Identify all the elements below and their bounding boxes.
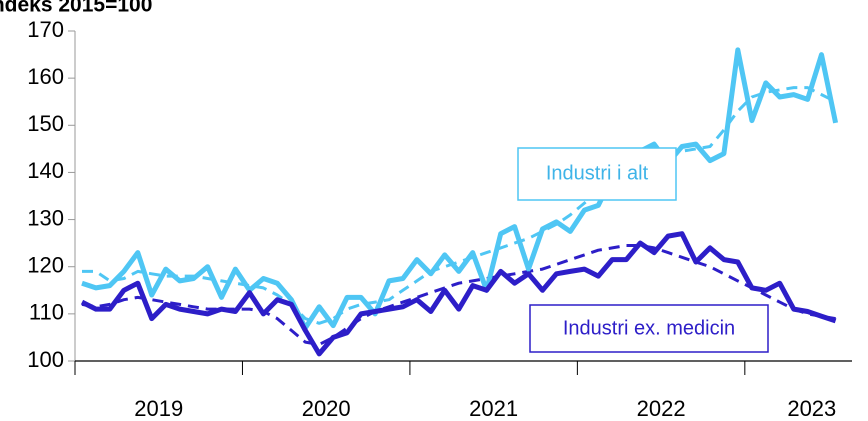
y-axis-label: Indeks 2015=100 xyxy=(0,0,152,17)
series-label: Industri i alt xyxy=(546,162,649,184)
y-tick-label: 130 xyxy=(27,205,64,230)
trend-line xyxy=(81,244,836,346)
y-tick-label: 150 xyxy=(27,111,64,136)
x-tick-label: 2021 xyxy=(469,396,518,421)
series-line xyxy=(81,47,839,331)
trend-line xyxy=(82,86,837,325)
label-box xyxy=(517,147,677,201)
x-tick-label: 2022 xyxy=(637,396,686,421)
y-tick-label: 100 xyxy=(27,347,64,372)
x-tick-label: 2020 xyxy=(302,396,351,421)
x-tick-label: 2023 xyxy=(787,396,836,421)
y-tick-label: 140 xyxy=(27,158,64,183)
y-tick-label: 160 xyxy=(27,64,64,89)
series-label: Industri ex. medicin xyxy=(563,317,735,339)
y-tick-label: 110 xyxy=(29,300,64,325)
label-box xyxy=(529,304,769,353)
x-tick-label: 2019 xyxy=(134,396,183,421)
y-tick-label: 120 xyxy=(27,253,64,278)
series-line xyxy=(80,231,837,357)
y-tick-label: 170 xyxy=(27,17,64,42)
